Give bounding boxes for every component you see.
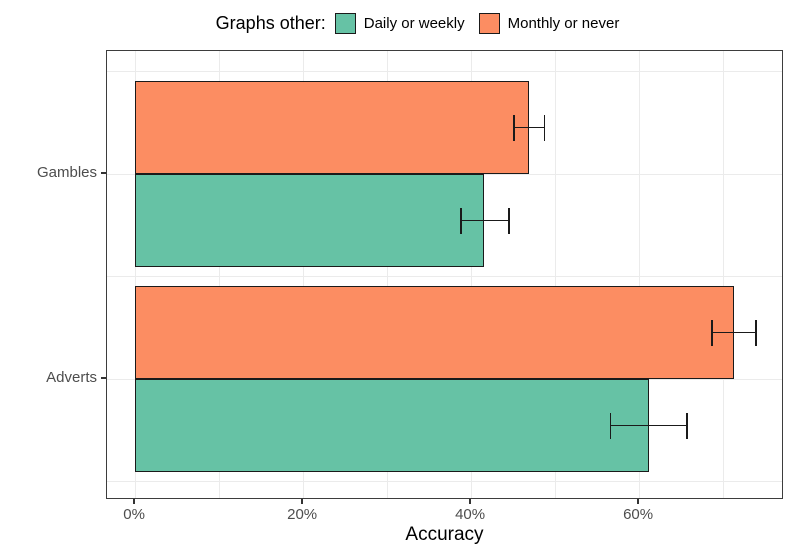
legend-title: Graphs other: <box>215 12 326 33</box>
errorbar-line <box>609 424 688 427</box>
gridline-vertical <box>302 51 304 498</box>
errorbar-cap-high <box>543 114 546 141</box>
gridline-horizontal <box>107 276 782 277</box>
legend-swatch-daily <box>334 12 356 34</box>
errorbar-line <box>513 126 546 129</box>
gridline-vertical <box>218 51 220 498</box>
gridline-vertical <box>134 51 136 498</box>
errorbar-cap-high <box>686 412 688 439</box>
x-tick <box>301 499 303 504</box>
category-label-adverts: Adverts <box>46 369 97 386</box>
errorbar-cap-low <box>711 319 713 346</box>
category-label-gambles: Gambles <box>36 164 97 181</box>
legend: Graphs other: Daily or weekly Monthly or … <box>30 8 789 38</box>
x-tick-label: 40% <box>455 506 486 523</box>
errorbar-adverts-monthly <box>711 319 757 346</box>
errorbar-line <box>460 219 510 222</box>
legend-swatch-monthly <box>478 12 500 34</box>
bar-gambles-daily <box>135 174 484 267</box>
x-tick-label: 60% <box>623 506 654 523</box>
legend-item-monthly: Monthly or never <box>478 12 620 34</box>
errorbar-gambles-daily <box>460 207 510 234</box>
legend-item-daily: Daily or weekly <box>334 12 465 34</box>
x-tick <box>133 499 135 504</box>
bar-adverts-monthly <box>135 286 734 379</box>
errorbar-cap-high <box>755 319 757 346</box>
errorbar-cap-low <box>513 114 515 141</box>
errorbar-cap-low <box>609 412 612 439</box>
x-axis-title: Accuracy <box>405 524 484 545</box>
legend-items: Daily or weekly Monthly or never <box>334 12 634 34</box>
bar-gambles-monthly <box>135 81 530 174</box>
bar-adverts-daily <box>135 379 650 472</box>
errorbar-cap-low <box>460 207 462 234</box>
x-tick-label: 0% <box>123 506 145 523</box>
gridline-vertical <box>722 51 724 498</box>
legend-label: Monthly or never <box>507 14 620 32</box>
gridline-vertical <box>554 51 556 498</box>
errorbar-gambles-monthly <box>513 114 546 141</box>
y-tick <box>101 377 106 379</box>
gridline-horizontal <box>107 71 782 72</box>
x-tick-label: 20% <box>287 506 318 523</box>
gridline-vertical <box>386 51 388 498</box>
errorbar-adverts-daily <box>609 412 688 439</box>
legend-label: Daily or weekly <box>363 14 465 32</box>
gridline-vertical <box>470 51 472 498</box>
errorbar-line <box>711 331 757 334</box>
x-tick <box>469 499 471 504</box>
plot-panel <box>106 50 783 499</box>
gridline-vertical <box>638 51 640 498</box>
errorbar-cap-high <box>508 207 510 234</box>
y-tick <box>101 172 106 174</box>
gridline-horizontal <box>107 481 782 482</box>
x-tick <box>637 499 639 504</box>
